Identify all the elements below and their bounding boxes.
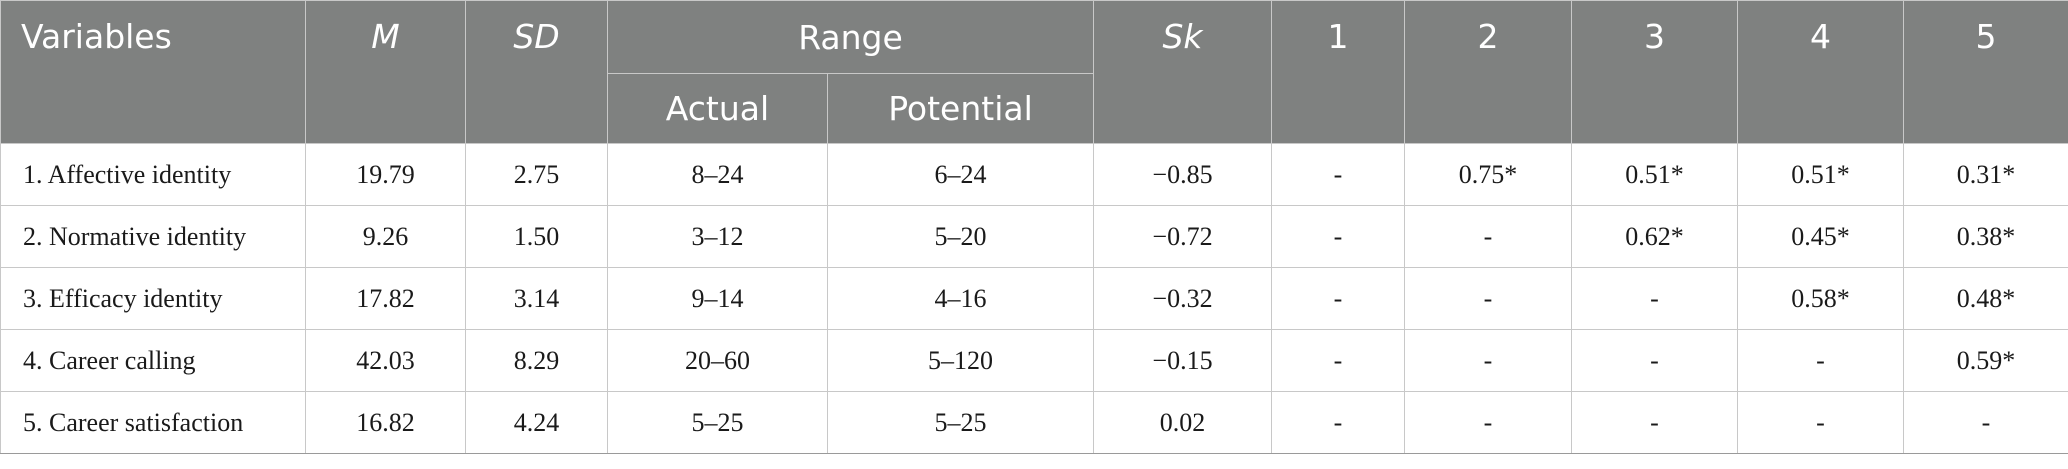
corr-cell-4: - (1737, 329, 1904, 392)
potential-range-cell: 5–25 (827, 391, 1094, 454)
mean-cell: 16.82 (305, 391, 466, 454)
table-row: 1. Affective identity 19.79 2.75 8–24 6–… (0, 143, 2068, 206)
actual-range-cell: 20–60 (607, 329, 828, 392)
corr-cell-2: - (1404, 267, 1572, 330)
table-row: 2. Normative identity 9.26 1.50 3–12 5–2… (0, 205, 2068, 268)
potential-range-cell: 5–20 (827, 205, 1094, 268)
corr-cell-2: 0.75* (1404, 143, 1572, 206)
variable-name: 1. Affective identity (0, 143, 306, 206)
variable-name: 5. Career satisfaction (0, 391, 306, 454)
header-range: Range (607, 0, 1094, 74)
corr-cell-4: 0.45* (1737, 205, 1904, 268)
variable-name: 2. Normative identity (0, 205, 306, 268)
corr-cell-4: - (1737, 391, 1904, 454)
skewness-cell: −0.32 (1093, 267, 1272, 330)
corr-cell-3: - (1571, 329, 1738, 392)
sd-cell: 2.75 (465, 143, 608, 206)
actual-range-cell: 3–12 (607, 205, 828, 268)
mean-cell: 42.03 (305, 329, 466, 392)
table-header: Variables M SD Range Sk 1 2 3 4 5 Actual… (0, 0, 2068, 144)
header-col-2: 2 (1404, 0, 1572, 144)
corr-cell-3: 0.51* (1571, 143, 1738, 206)
corr-cell-1: - (1271, 391, 1405, 454)
table-body: 1. Affective identity 19.79 2.75 8–24 6–… (0, 143, 2068, 454)
corr-cell-1: - (1271, 205, 1405, 268)
variable-name: 4. Career calling (0, 329, 306, 392)
corr-cell-1: - (1271, 267, 1405, 330)
mean-cell: 17.82 (305, 267, 466, 330)
header-range-actual: Actual (607, 73, 828, 144)
skewness-cell: −0.15 (1093, 329, 1272, 392)
potential-range-cell: 5–120 (827, 329, 1094, 392)
corr-cell-2: - (1404, 391, 1572, 454)
header-variables: Variables (0, 0, 306, 144)
table-row: 5. Career satisfaction 16.82 4.24 5–25 5… (0, 391, 2068, 454)
corr-cell-1: - (1271, 329, 1405, 392)
actual-range-cell: 8–24 (607, 143, 828, 206)
mean-cell: 19.79 (305, 143, 466, 206)
descriptive-statistics-table: Variables M SD Range Sk 1 2 3 4 5 Actual… (0, 0, 2068, 454)
header-col-5: 5 (1903, 0, 2068, 144)
corr-cell-3: - (1571, 267, 1738, 330)
corr-cell-4: 0.51* (1737, 143, 1904, 206)
corr-cell-3: - (1571, 391, 1738, 454)
corr-cell-2: - (1404, 329, 1572, 392)
corr-cell-3: 0.62* (1571, 205, 1738, 268)
header-mean: M (305, 0, 466, 144)
skewness-cell: −0.85 (1093, 143, 1272, 206)
header-range-potential: Potential (827, 73, 1094, 144)
header-sd: SD (465, 0, 608, 144)
table-row: 4. Career calling 42.03 8.29 20–60 5–120… (0, 329, 2068, 392)
corr-cell-2: - (1404, 205, 1572, 268)
actual-range-cell: 5–25 (607, 391, 828, 454)
header-col-1: 1 (1271, 0, 1405, 144)
sd-cell: 4.24 (465, 391, 608, 454)
corr-cell-5: - (1903, 391, 2068, 454)
sd-cell: 3.14 (465, 267, 608, 330)
header-col-4: 4 (1737, 0, 1904, 144)
sd-cell: 8.29 (465, 329, 608, 392)
variable-name: 3. Efficacy identity (0, 267, 306, 330)
corr-cell-4: 0.58* (1737, 267, 1904, 330)
corr-cell-5: 0.48* (1903, 267, 2068, 330)
potential-range-cell: 4–16 (827, 267, 1094, 330)
header-skewness: Sk (1093, 0, 1272, 144)
skewness-cell: 0.02 (1093, 391, 1272, 454)
skewness-cell: −0.72 (1093, 205, 1272, 268)
actual-range-cell: 9–14 (607, 267, 828, 330)
sd-cell: 1.50 (465, 205, 608, 268)
table-row: 3. Efficacy identity 17.82 3.14 9–14 4–1… (0, 267, 2068, 330)
header-col-3: 3 (1571, 0, 1738, 144)
corr-cell-5: 0.31* (1903, 143, 2068, 206)
corr-cell-5: 0.38* (1903, 205, 2068, 268)
mean-cell: 9.26 (305, 205, 466, 268)
corr-cell-1: - (1271, 143, 1405, 206)
potential-range-cell: 6–24 (827, 143, 1094, 206)
corr-cell-5: 0.59* (1903, 329, 2068, 392)
